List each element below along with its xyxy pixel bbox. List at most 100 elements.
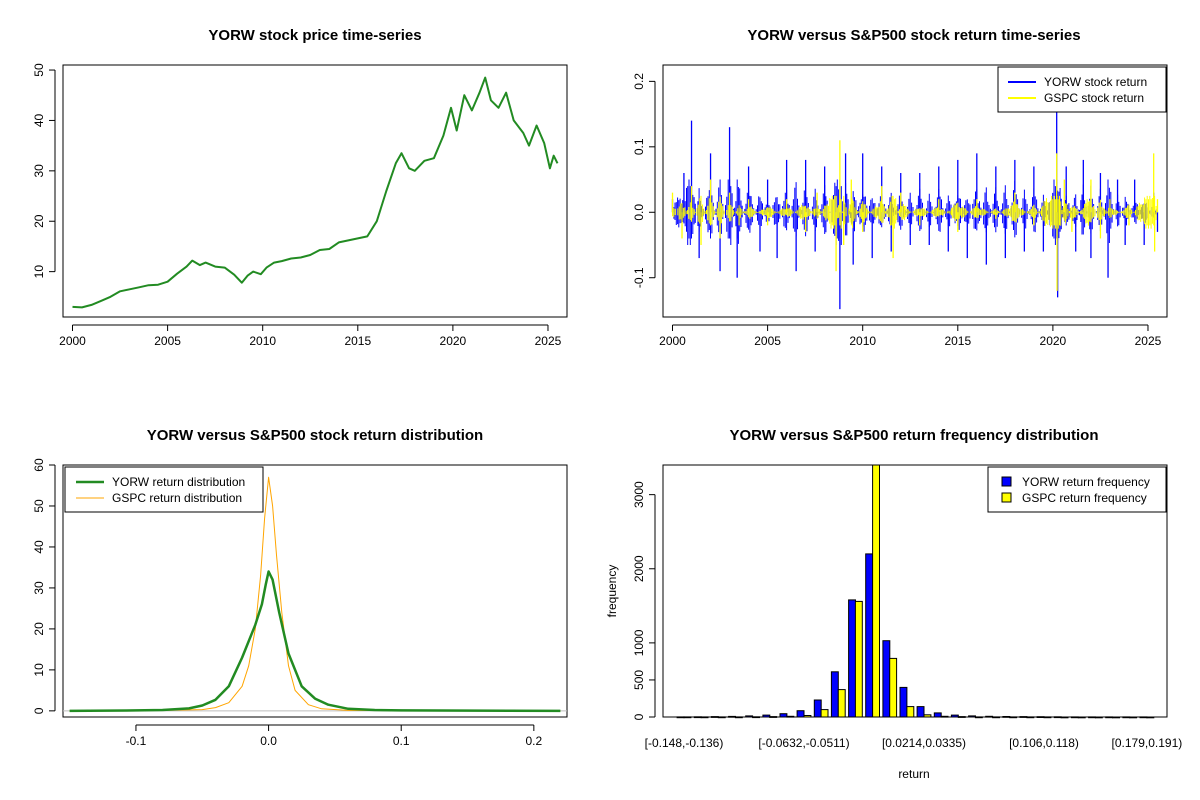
frequency-legend-label-gspc: GSPC return frequency (1022, 491, 1147, 505)
frequency-y-tick-label: 3000 (632, 481, 646, 508)
yorw-frequency-bar (1105, 716, 1114, 719)
density-y-tick-label: 0 (32, 707, 46, 714)
density-y-tick-label: 30 (32, 581, 46, 595)
frequency-x-axis: [-0.148,-0.136) [-0.0632,-0.0511) [0.0214,… (645, 736, 1183, 750)
density-legend-box (64, 466, 264, 513)
return-x-tick-label: 2025 (1135, 334, 1162, 348)
yorw-frequency-bar (1036, 716, 1045, 719)
return-y-tick-label: -0.1 (632, 267, 646, 288)
gspc-frequency-bar (1043, 716, 1052, 719)
gspc-frequency-bar (1077, 716, 1086, 719)
gspc-frequency-bar (820, 709, 829, 718)
gspc-frequency-bar (700, 716, 709, 719)
price-y-tick-label: 50 (32, 63, 46, 77)
frequency-x-label: return (898, 767, 929, 781)
return-timeseries-panel: YORW versus S&P500 stock return time-ser… (632, 27, 1168, 348)
yorw-frequency-bar (1088, 716, 1096, 719)
gspc-frequency-bar (940, 715, 949, 718)
return-x-tick-label: 2015 (944, 334, 971, 348)
yorw-frequency-bar (1053, 716, 1062, 719)
price-x-axis: 2000 2005 2010 2015 2020 2025 (59, 324, 562, 348)
price-chart-title: YORW stock price time-series (208, 27, 421, 44)
frequency-y-tick-label: 1000 (632, 629, 646, 656)
price-y-tick-label: 30 (32, 164, 46, 178)
density-chart-title: YORW versus S&P500 stock return distribu… (147, 427, 483, 444)
return-y-tick-label: 0.2 (632, 73, 646, 90)
frequency-x-tick-label: [0.106,0.118) (1009, 736, 1079, 750)
gspc-frequency-bar (992, 716, 1000, 719)
return-x-tick-label: 2000 (659, 334, 686, 348)
density-x-axis: -0.1 0.0 0.1 0.2 (126, 724, 543, 748)
price-y-tick-label: 20 (32, 214, 46, 228)
price-series (72, 76, 559, 309)
yorw-density-line (69, 570, 561, 713)
gspc-return-series (671, 140, 1159, 291)
density-x-tick-label: 0.0 (260, 734, 277, 748)
density-x-tick-label: 0.2 (525, 734, 542, 748)
frequency-y-axis: 0 500 1000 2000 3000 (632, 481, 656, 720)
price-y-tick-label: 10 (32, 265, 46, 279)
price-y-axis: 10 20 30 40 50 (32, 63, 56, 279)
gspc-frequency-bar (957, 716, 966, 718)
frequency-legend-key-gspc (1001, 492, 1012, 503)
gspc-frequency-bar (769, 716, 778, 718)
gspc-frequency-bar (1026, 716, 1035, 719)
yorw-frequency-bar (779, 713, 788, 718)
price-y-tick-label: 40 (32, 113, 46, 127)
gspc-frequency-bar (906, 706, 915, 718)
frequency-chart-title: YORW versus S&P500 return frequency dist… (730, 427, 1099, 444)
gspc-frequency-bar (837, 689, 846, 718)
yorw-frequency-bar (916, 706, 925, 718)
price-x-tick-label: 2025 (535, 334, 562, 348)
yorw-frequency-bar (865, 553, 874, 718)
frequency-plot-box (662, 464, 1168, 718)
yorw-frequency-bar (968, 715, 976, 718)
frequency-x-tick-label: [0.0214,0.0335) (882, 736, 966, 750)
density-legend-label-yorw: YORW return distribution (112, 475, 245, 489)
yorw-frequency-bar (1019, 716, 1028, 718)
yorw-frequency-bar (933, 712, 942, 718)
density-series (63, 476, 567, 713)
return-chart-title: YORW versus S&P500 stock return time-ser… (747, 27, 1080, 44)
yorw-frequency-bar (830, 671, 839, 718)
frequency-x-tick-label: [-0.148,-0.136) (645, 736, 724, 750)
gspc-frequency-bar (872, 464, 880, 718)
frequency-x-tick-label: [0.179,0.191) (1112, 736, 1183, 750)
yorw-frequency-bar (693, 716, 702, 719)
gspc-frequency-bar (786, 715, 795, 718)
gspc-frequency-bar (1060, 716, 1069, 719)
gspc-frequency-bar (803, 715, 812, 718)
density-legend-label-gspc: GSPC return distribution (112, 491, 242, 505)
return-x-tick-label: 2020 (1040, 334, 1067, 348)
yorw-frequency-bar (762, 714, 771, 718)
yorw-frequency-bar (1070, 716, 1079, 719)
yorw-frequency-bar (950, 714, 959, 718)
price-x-tick-label: 2010 (249, 334, 276, 348)
yorw-frequency-bar (796, 710, 805, 718)
yorw-frequency-bar (1139, 716, 1148, 719)
yorw-frequency-bar (1002, 716, 1011, 718)
gspc-frequency-bar (717, 716, 726, 719)
yorw-frequency-bar (745, 715, 754, 718)
gspc-frequency-bar (1009, 716, 1018, 719)
price-x-tick-label: 2005 (154, 334, 181, 348)
density-plot-box (62, 464, 568, 718)
yorw-frequency-bar (813, 699, 822, 718)
frequency-y-tick-label: 2000 (632, 555, 646, 582)
return-y-tick-label: 0.0 (632, 204, 646, 221)
frequency-legend-key-yorw (1001, 476, 1012, 487)
return-legend-label-gspc: GSPC stock return (1044, 91, 1144, 105)
return-x-axis: 2000 2005 2010 2015 2020 2025 (659, 324, 1162, 348)
gspc-frequency-bar (1129, 716, 1138, 719)
frequency-bars (676, 464, 1155, 719)
gspc-frequency-bar (923, 714, 932, 718)
price-x-tick-label: 2015 (344, 334, 371, 348)
gspc-frequency-bar (974, 716, 983, 719)
density-y-axis: 0 10 20 30 40 50 60 (32, 458, 56, 714)
yorw-frequency-bar (899, 686, 908, 718)
gspc-frequency-bar (734, 716, 743, 719)
price-timeseries-panel: YORW stock price time-series 2000 2005 201… (32, 27, 568, 348)
frequency-y-tick-label: 0 (632, 713, 646, 720)
return-legend-box (997, 66, 1167, 113)
yorw-frequency-bar (882, 640, 891, 718)
